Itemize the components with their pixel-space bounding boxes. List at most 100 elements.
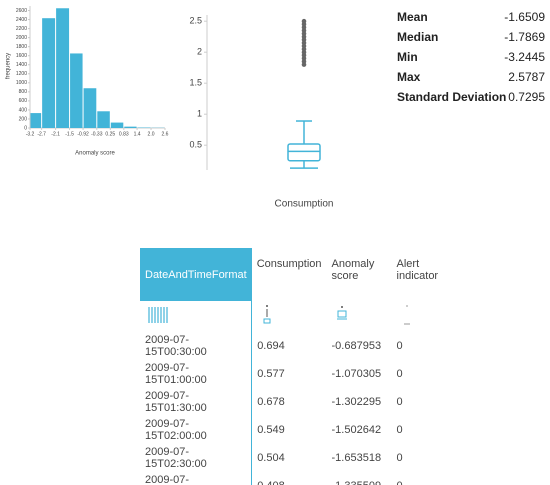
bar	[42, 18, 56, 129]
table-cell: -0.687953	[331, 340, 382, 352]
stat-value: -1.7869	[504, 30, 545, 44]
y-tick-label: 1	[197, 109, 202, 119]
stat-row: Max 2.5787	[397, 67, 545, 87]
table-cell: 0	[396, 396, 403, 408]
bar	[97, 111, 110, 128]
column-header[interactable]: DateAndTimeFormat	[140, 248, 252, 301]
bar	[110, 122, 124, 128]
table-cell: -1.653518	[331, 452, 382, 464]
y-tick-label: 2400	[16, 17, 27, 23]
table-row: 2009-07-15T01:30:00 0.678 -1.302295 0	[140, 388, 447, 416]
table-row: 2009-07-15T00:30:00 0.694 -0.687953 0	[140, 332, 447, 360]
y-tick-label: 0.5	[189, 140, 202, 150]
y-axis-label: frequency	[6, 53, 12, 79]
x-tick-label: -3.2	[26, 131, 35, 137]
y-tick-label: 1800	[16, 44, 27, 50]
stat-label: Min	[397, 50, 418, 64]
stat-value: -1.6509	[504, 10, 545, 24]
table-cell: 0.408	[252, 472, 327, 485]
mini-histogram	[148, 307, 168, 323]
stat-row: Min -3.2445	[397, 47, 545, 67]
table-cell: 0	[392, 472, 447, 485]
mini-box	[263, 305, 271, 324]
y-tick-label: 2.5	[189, 16, 202, 26]
y-tick-label: 2	[197, 47, 202, 57]
table-row: 2009-07-15T03:00:000.408-1.3355090	[140, 472, 447, 485]
column-header[interactable]: Consumption	[256, 258, 322, 270]
mini-charts	[140, 301, 447, 332]
x-tick-label: 0.25	[105, 131, 115, 137]
table-row: 2009-07-15T01:00:00 0.577 -1.070305 0	[140, 360, 447, 388]
table-cell: 0.678	[257, 396, 285, 408]
stat-label: Max	[397, 70, 421, 84]
bar	[83, 88, 97, 128]
table-cell: -1.070305	[331, 368, 382, 380]
box	[287, 143, 321, 162]
box-plot: Consumption 0.5 1 1.5 2 2.5	[189, 15, 334, 210]
table-cell: 0.577	[257, 368, 285, 380]
stat-label: Standard Deviation	[397, 90, 507, 104]
bar	[70, 53, 83, 128]
y-tick-label: 800	[19, 89, 28, 95]
x-tick-label: 1.4	[134, 131, 141, 137]
table-row: 2009-07-15T02:30:00 0.504 -1.653518 0	[140, 444, 447, 472]
stat-row: Median -1.7869	[397, 27, 545, 47]
table-cell: 2009-07-15T02:30:00	[140, 444, 253, 472]
y-tick-label: 200	[19, 116, 28, 122]
table-cell: 0.694	[257, 340, 285, 352]
y-tick-label: 1400	[16, 62, 27, 68]
mini-box	[403, 305, 410, 325]
x-tick-label: 0.83	[119, 131, 129, 137]
x-axis-label: Anomaly score	[75, 151, 115, 157]
table-cell: 0	[396, 340, 403, 352]
y-tick-label: 400	[19, 107, 28, 113]
x-tick-label: -1.5	[65, 131, 74, 137]
y-tick-label: 0	[24, 125, 27, 131]
stat-value: 0.7295	[508, 90, 545, 104]
stat-row: Mean -1.6509	[397, 7, 545, 27]
table-cell: 2009-07-15T03:00:00	[140, 472, 253, 485]
y-tick-label: 1.5	[189, 78, 202, 88]
histogram: Anomaly score frequency 0 200 400 600 800 100…	[6, 6, 169, 157]
table-cell: 2009-07-15T02:00:00	[140, 416, 253, 444]
outlier	[301, 18, 307, 24]
table-cell: 0	[396, 424, 403, 436]
table-cell: 0.504	[257, 452, 285, 464]
stat-value: -3.2445	[504, 50, 545, 64]
table-cell: 0	[396, 368, 403, 380]
stat-row: Standard Deviation 0.7295	[397, 87, 545, 107]
column-header[interactable]: Anomaly score	[331, 258, 375, 282]
y-tick-label: 2000	[16, 35, 27, 41]
data-table: DateAndTimeFormat Consumption Anomaly scor…	[140, 248, 447, 485]
table-cell: -1.502642	[331, 424, 382, 436]
x-tick-label: 2.6	[162, 131, 169, 137]
column-header[interactable]: Alert indicator	[396, 258, 439, 282]
stat-value: 2.5787	[508, 70, 545, 84]
y-tick-label: 2200	[16, 26, 27, 32]
bar	[56, 8, 70, 128]
stat-label: Median	[397, 30, 439, 44]
x-tick-label: -0.33	[91, 131, 103, 137]
x-tick-label: -2.1	[51, 131, 60, 137]
table-row: 2009-07-15T02:00:00 0.549 -1.502642 0	[140, 416, 447, 444]
table-cell: 2009-07-15T00:30:00	[140, 332, 253, 360]
table-cell: -1.335509	[327, 472, 392, 485]
table-cell: 0	[396, 452, 403, 464]
y-tick-label: 1000	[16, 80, 27, 86]
y-tick-label: 2600	[16, 8, 27, 14]
mini-box	[336, 306, 347, 320]
x-axis-label: Consumption	[275, 199, 334, 210]
table-cell: 2009-07-15T01:00:00	[140, 360, 253, 388]
y-tick-label: 1200	[16, 71, 27, 77]
x-tick-label: 2.0	[148, 131, 155, 137]
bar	[30, 113, 42, 128]
table-cell: 0.549	[257, 424, 285, 436]
table-cell: 2009-07-15T01:30:00	[140, 388, 253, 416]
x-tick-label: -2.7	[37, 131, 46, 137]
x-tick-label: -0.92	[77, 131, 89, 137]
table-cell: -1.302295	[331, 396, 382, 408]
y-tick-label: 1600	[16, 53, 27, 59]
stat-label: Mean	[397, 10, 428, 24]
bar	[124, 126, 137, 128]
